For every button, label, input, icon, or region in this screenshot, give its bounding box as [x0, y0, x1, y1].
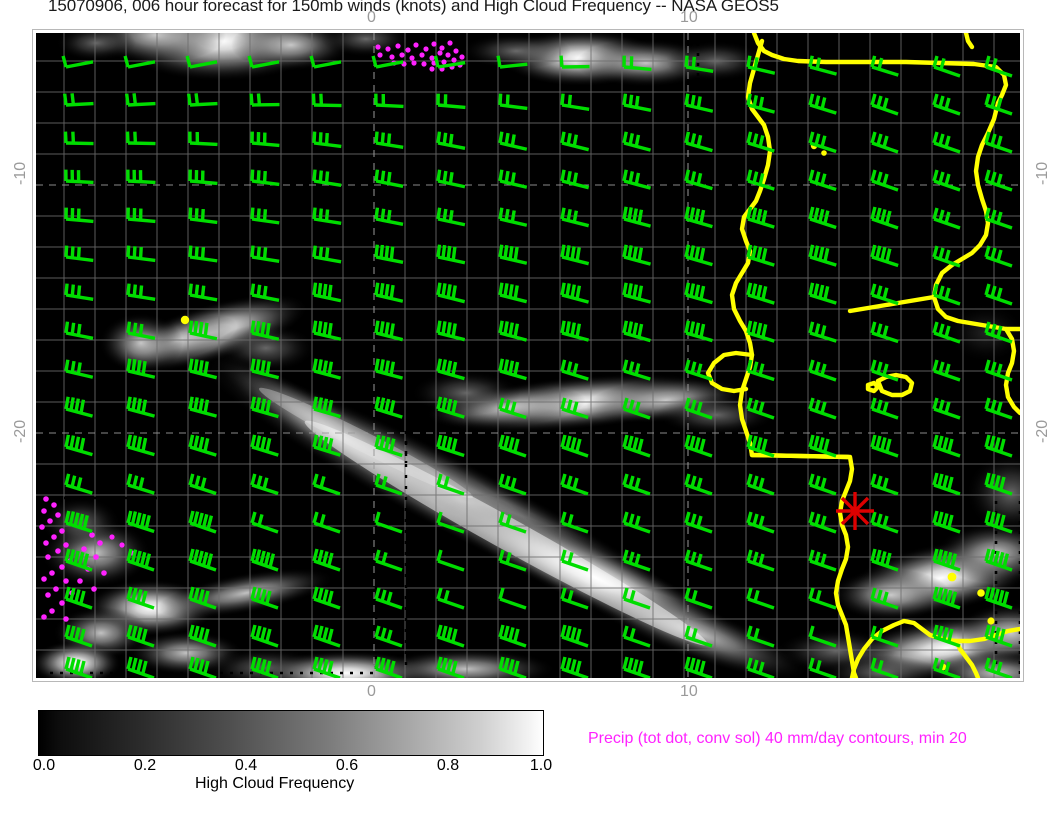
- colorbar-tick-4: 0.8: [436, 757, 460, 774]
- map-canvas: [36, 33, 1020, 678]
- x-axis-tick-top-0: 0: [367, 9, 376, 26]
- x-axis-tick-bottom-10: 10: [680, 683, 698, 700]
- subdomain-box: [44, 33, 1020, 678]
- colorbar-tick-3: 0.6: [335, 757, 359, 774]
- page-title: 15070906, 006 hour forecast for 150mb wi…: [48, 0, 779, 15]
- precip-legend-text: Precip (tot dot, conv sol) 40 mm/day con…: [588, 730, 967, 747]
- map-panel: [36, 33, 1020, 678]
- colorbar-tick-2: 0.4: [234, 757, 258, 774]
- y-axis-tick-left-minus20: -20: [12, 419, 29, 443]
- colorbar-tick-5: 1.0: [529, 757, 553, 774]
- colorbar-tick-1: 0.2: [133, 757, 157, 774]
- y-axis-tick-right-minus10: -10: [1034, 161, 1051, 185]
- x-axis-tick-bottom-0: 0: [367, 683, 376, 700]
- y-axis-tick-left-minus10: -10: [12, 161, 29, 185]
- colorbar: [38, 710, 544, 756]
- colorbar-tick-0: 0.0: [32, 757, 56, 774]
- colorbar-label: High Cloud Frequency: [195, 775, 355, 792]
- total-precip-dots: [39, 40, 465, 622]
- subdomain-dotted-lines: [404, 431, 408, 673]
- y-axis-tick-right-minus20: -20: [1034, 419, 1051, 443]
- station-marker-asterisk: [836, 492, 874, 530]
- x-axis-tick-top-10: 10: [680, 9, 698, 26]
